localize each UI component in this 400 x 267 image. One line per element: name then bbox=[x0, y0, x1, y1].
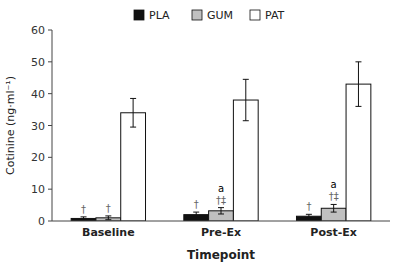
y-axis bbox=[52, 30, 53, 221]
annotation: †‡ bbox=[216, 195, 226, 206]
legend: PLA GUM PAT bbox=[134, 9, 285, 22]
bar bbox=[121, 113, 146, 221]
annotation: † bbox=[306, 201, 311, 212]
error-bar bbox=[306, 214, 312, 218]
annotation: † bbox=[106, 203, 111, 214]
tick-label: 30 bbox=[31, 120, 45, 133]
legend-label: GUM bbox=[207, 9, 233, 22]
annotation: † bbox=[194, 199, 199, 210]
legend-swatch bbox=[250, 10, 260, 20]
error-bar bbox=[243, 79, 249, 120]
category-label: Baseline bbox=[82, 226, 135, 239]
x-axis-title: Timepoint bbox=[187, 248, 255, 262]
legend-swatch bbox=[192, 10, 202, 20]
legend-label: PAT bbox=[265, 9, 285, 22]
annotation: a bbox=[331, 179, 337, 190]
tick-mark bbox=[48, 30, 52, 31]
category-label: Post-Ex bbox=[310, 226, 357, 239]
tick-mark bbox=[48, 157, 52, 158]
tick-mark bbox=[48, 61, 52, 62]
tick-mark bbox=[48, 221, 52, 222]
tick-label: 10 bbox=[31, 183, 45, 196]
tick-label: 50 bbox=[31, 56, 45, 69]
x-axis bbox=[52, 221, 390, 222]
error-bar bbox=[81, 217, 87, 220]
tick-mark bbox=[48, 189, 52, 190]
chart: 0 10 20 30 40 50 60 Baseline Pre-Ex Post-Ex Timepo… bbox=[0, 0, 400, 267]
legend-label: PLA bbox=[149, 9, 170, 22]
annotation: † bbox=[81, 204, 86, 215]
bars bbox=[71, 62, 371, 221]
legend-swatch bbox=[134, 10, 144, 20]
tick-label: 20 bbox=[31, 151, 45, 164]
tick-mark bbox=[48, 93, 52, 94]
category-label: Pre-Ex bbox=[201, 226, 241, 239]
tick-label: 0 bbox=[38, 215, 45, 228]
error-bar bbox=[218, 208, 224, 214]
error-bar bbox=[130, 98, 136, 127]
error-bar bbox=[105, 216, 111, 220]
tick-label: 40 bbox=[31, 88, 45, 101]
y-axis-title: Cotinine (ng·ml⁻¹) bbox=[4, 76, 17, 175]
error-bar bbox=[193, 212, 199, 217]
tick-mark bbox=[48, 125, 52, 126]
annotation: †‡ bbox=[329, 191, 339, 202]
error-bar bbox=[331, 204, 337, 212]
error-bar bbox=[355, 62, 361, 107]
tick-label: 60 bbox=[31, 24, 45, 37]
annotation: a bbox=[218, 183, 224, 194]
